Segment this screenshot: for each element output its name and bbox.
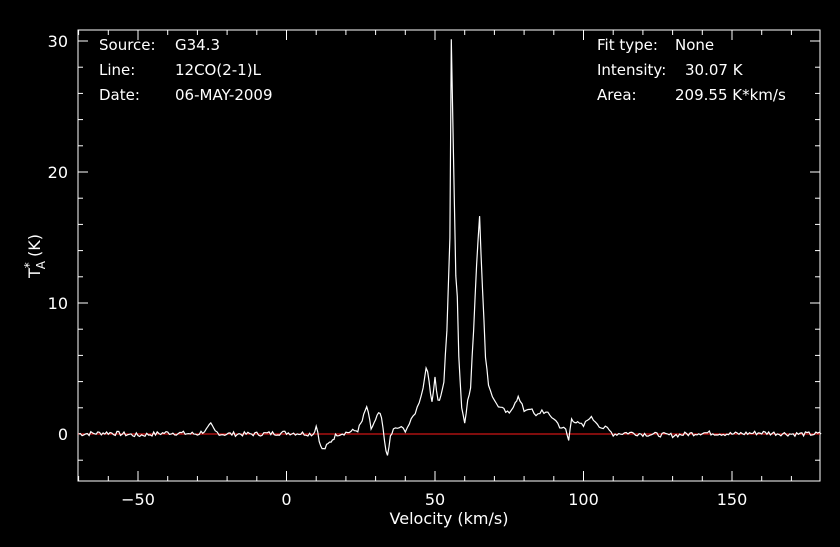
fit-type-value: None xyxy=(675,36,714,54)
date-value: 06-MAY-2009 xyxy=(175,86,273,104)
y-axis-label: T*A (K) xyxy=(22,234,48,279)
info-right: Fit type: None Intensity: 30.07 K Area: … xyxy=(597,36,786,104)
axis-ticks xyxy=(78,30,820,481)
fit-type-label: Fit type: xyxy=(597,36,658,54)
area-value: 209.55 K*km/s xyxy=(675,86,786,104)
intensity-label: Intensity: xyxy=(597,61,666,79)
y-tick-label: 30 xyxy=(48,32,68,51)
x-tick-label: −50 xyxy=(121,490,155,509)
y-axis-label-sup: * xyxy=(22,262,36,268)
y-axis-label-unit: (K) xyxy=(25,234,44,257)
x-tick-label: 150 xyxy=(717,490,748,509)
tick-labels: −50 0 50 100 150 0 10 20 30 xyxy=(48,32,748,509)
y-axis-label-main: T xyxy=(25,268,44,279)
x-tick-label: 100 xyxy=(568,490,599,509)
y-tick-label: 0 xyxy=(58,425,68,444)
line-value: 12CO(2-1)L xyxy=(175,61,262,79)
area-label: Area: xyxy=(597,86,637,104)
date-label: Date: xyxy=(99,86,140,104)
x-axis-label: Velocity (km/s) xyxy=(390,509,509,528)
plot-frame xyxy=(77,29,821,482)
line-label: Line: xyxy=(99,61,135,79)
y-tick-label: 20 xyxy=(48,163,68,182)
y-tick-label: 10 xyxy=(48,294,68,313)
x-tick-label: 0 xyxy=(281,490,291,509)
y-axis-label-text: T*A (K) xyxy=(22,234,48,279)
source-value: G34.3 xyxy=(175,36,220,54)
info-left: Source: G34.3 Line: 12CO(2-1)L Date: 06-… xyxy=(99,36,273,104)
x-tick-label: 50 xyxy=(425,490,445,509)
intensity-value: 30.07 K xyxy=(685,61,744,79)
source-label: Source: xyxy=(99,36,156,54)
spectrum-line xyxy=(78,39,822,456)
y-axis-label-sub: A xyxy=(34,260,48,269)
